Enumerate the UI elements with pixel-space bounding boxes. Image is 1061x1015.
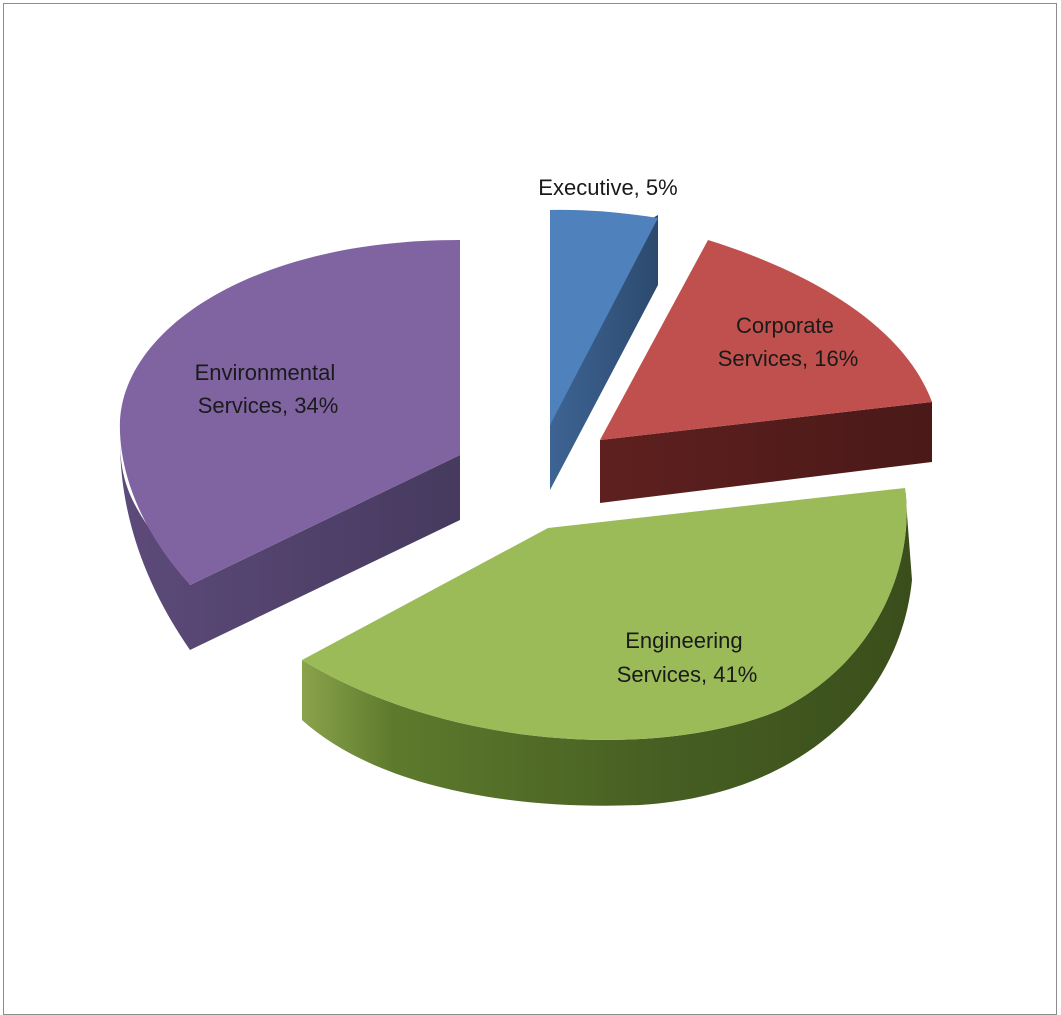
label-engineering-services: Engineering Services, 41%: [617, 628, 758, 687]
label-engineering-line2: Services, 41%: [617, 662, 758, 687]
label-corporate-line2: Services, 16%: [718, 346, 859, 371]
label-environmental-line1: Environmental: [195, 360, 336, 385]
label-environmental-line2: Services, 34%: [198, 393, 339, 418]
slice-corporate-services: [600, 240, 932, 503]
label-corporate-services: Corporate Services, 16%: [718, 313, 859, 371]
slice-engineering-top: [302, 488, 907, 740]
label-engineering-line1: Engineering: [625, 628, 742, 653]
slice-executive: [550, 209, 658, 490]
label-corporate-line1: Corporate: [736, 313, 834, 338]
label-executive-line1: Executive, 5%: [538, 175, 677, 200]
slice-executive-top: [550, 209, 658, 425]
slice-corporate-side: [600, 402, 932, 503]
label-executive: Executive, 5%: [538, 175, 677, 200]
slice-corporate-top: [600, 240, 932, 440]
slice-engineering-side: [302, 488, 912, 806]
label-environmental-services: Environmental Services, 34%: [195, 360, 342, 418]
slice-environmental-services: [119, 240, 460, 650]
slice-environmental-side: [120, 440, 460, 650]
slice-environmental-top: [119, 240, 460, 585]
slice-executive-side: [550, 215, 658, 490]
slice-engineering-services: [302, 488, 912, 806]
